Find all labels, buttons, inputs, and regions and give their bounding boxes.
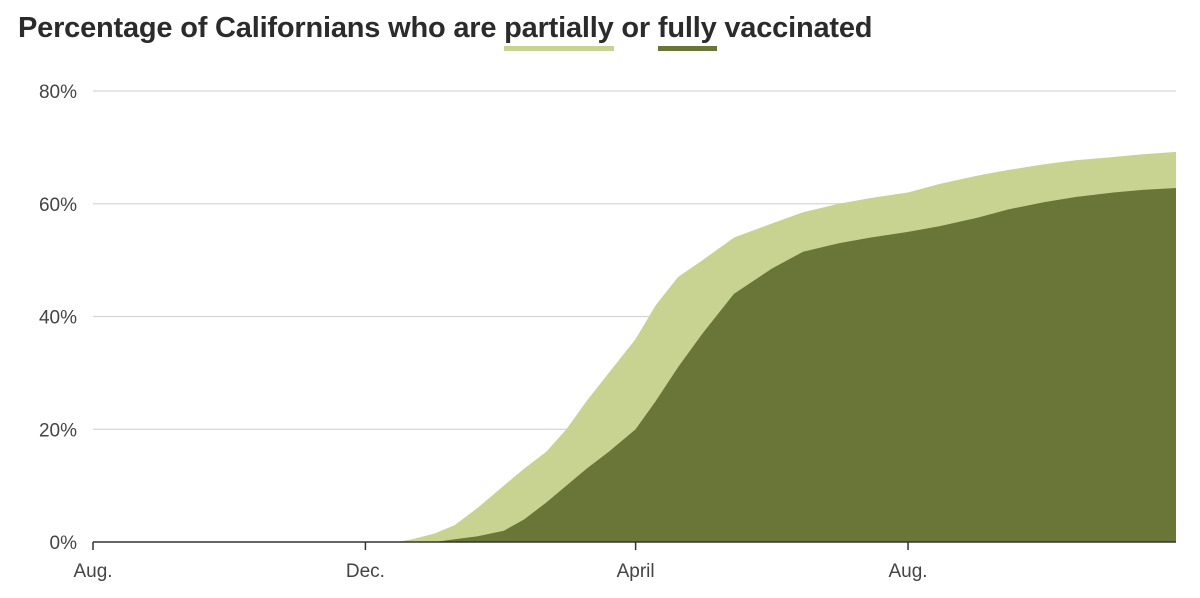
title-suffix: vaccinated [724, 12, 873, 44]
x-tick-label-1: Dec. [346, 561, 385, 582]
title-middle: or [621, 12, 651, 44]
y-tick-label-80: 80% [39, 82, 77, 103]
area-fully [434, 188, 1177, 542]
x-tick-label-2: April [617, 561, 655, 582]
chart-title: Percentage of Californians who are parti… [18, 12, 873, 51]
title-prefix: Percentage of Californians who are [18, 12, 497, 44]
title-full-legend: fully [657, 12, 717, 51]
y-tick-label-40: 40% [39, 308, 77, 329]
y-tick-label-60: 60% [39, 195, 77, 216]
y-tick-label-20: 20% [39, 420, 77, 441]
x-tick-label-3: Aug. [888, 561, 927, 582]
title-partial-legend: partially [504, 12, 614, 51]
y-tick-label-0: 0% [50, 533, 78, 554]
x-tick-label-0: Aug. [73, 561, 112, 582]
